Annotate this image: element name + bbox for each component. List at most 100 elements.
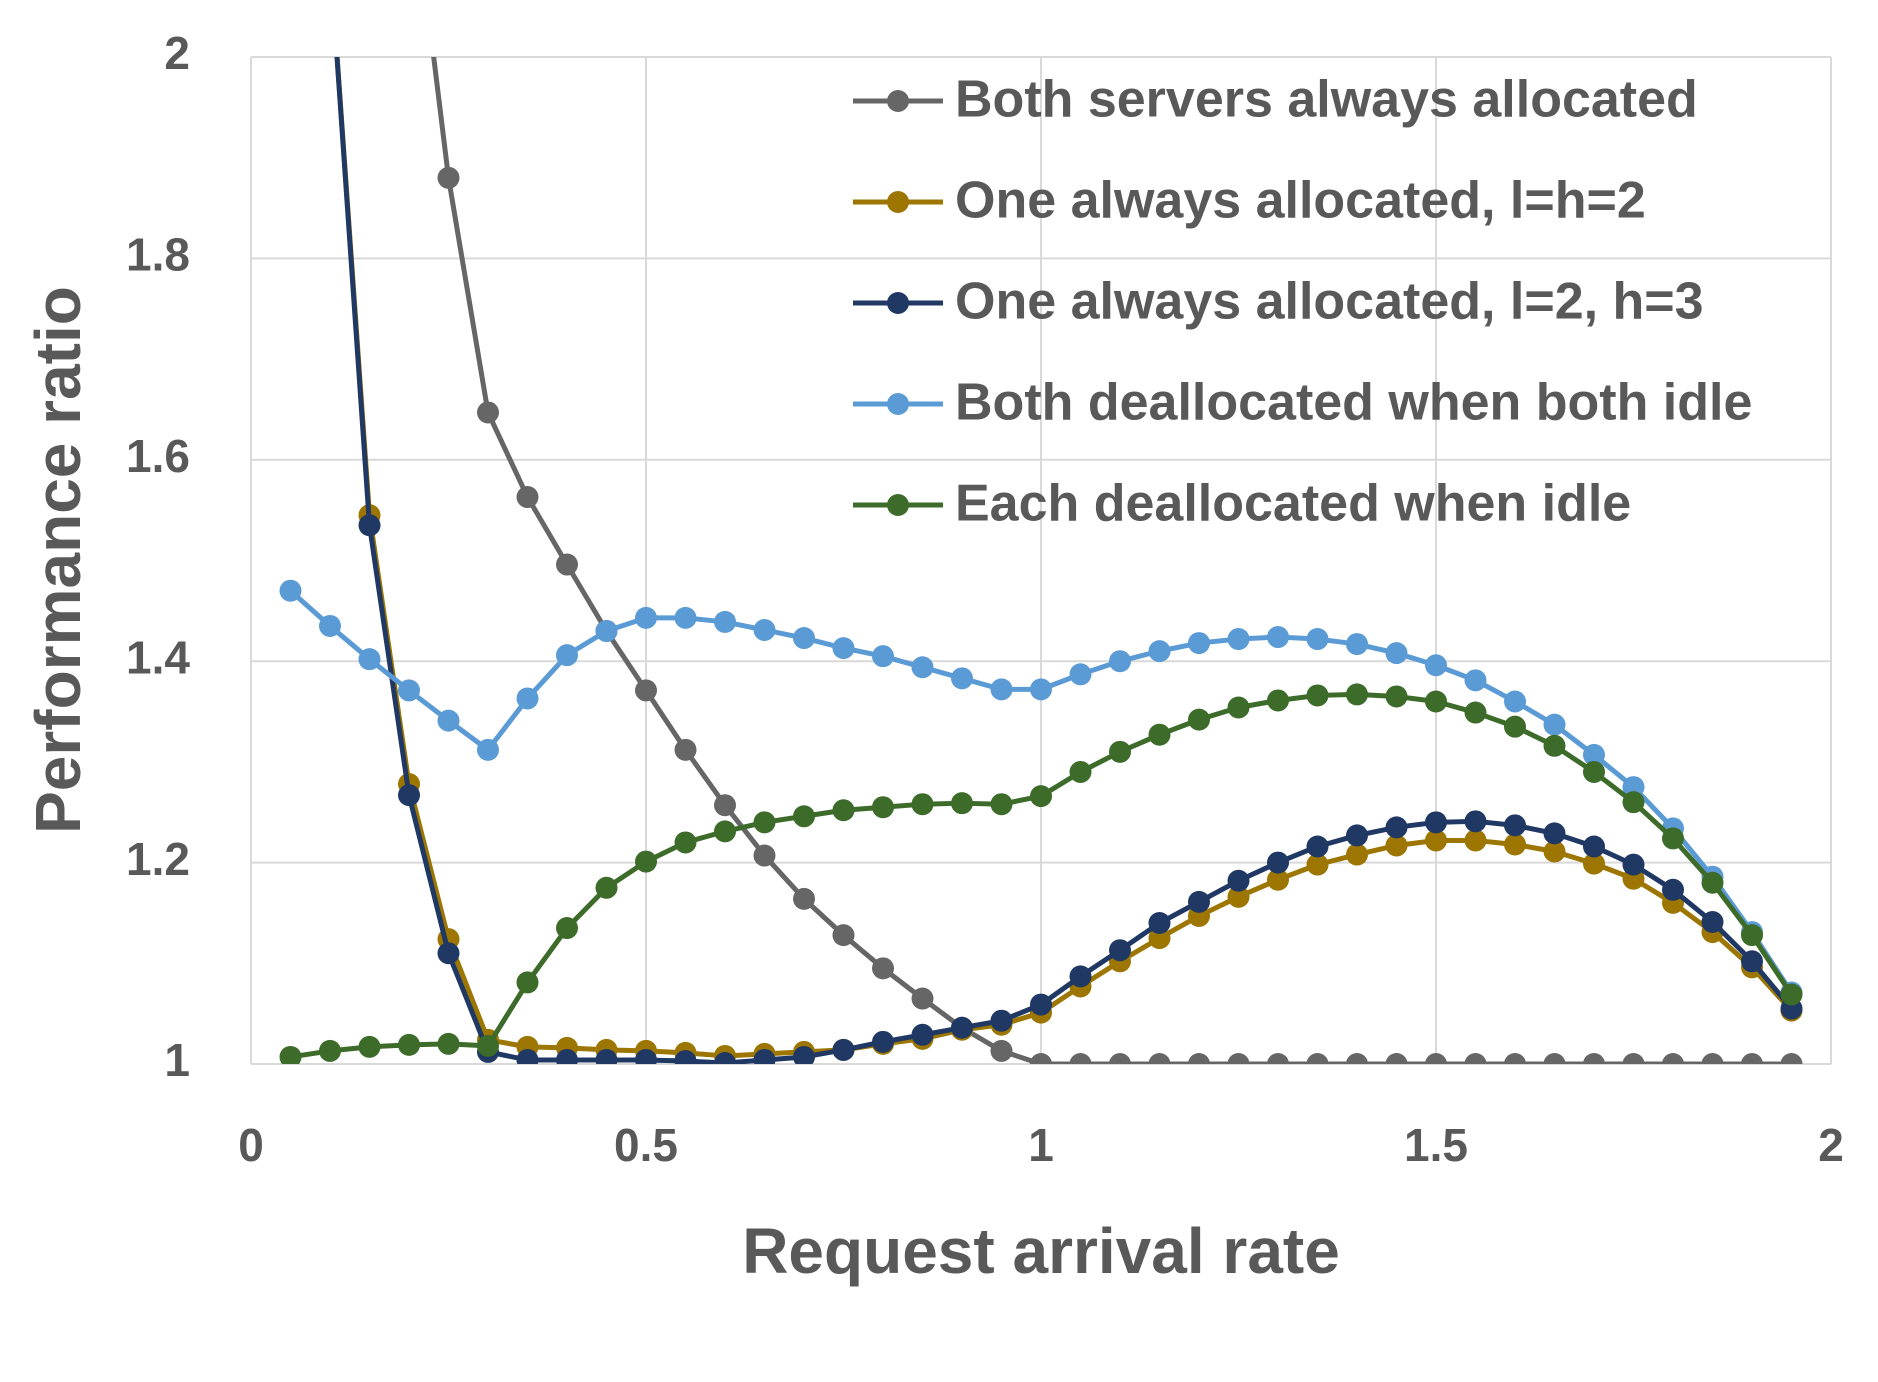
data-point: [1780, 983, 1803, 1006]
data-point: [1267, 851, 1289, 874]
data-point: [1306, 853, 1329, 876]
legend-marker: [887, 90, 909, 112]
data-point: [635, 1048, 657, 1064]
data-point: [477, 738, 499, 761]
data-point: [1504, 833, 1526, 856]
data-point: [1346, 683, 1368, 706]
data-point: [358, 1035, 381, 1058]
data-point: [1069, 760, 1092, 783]
data-point: [556, 553, 578, 576]
legend-label: Both deallocated when both idle: [955, 374, 1752, 432]
data-point: [1662, 1053, 1684, 1064]
legend-label: One always allocated, l=2, h=3: [955, 273, 1704, 331]
data-point: [951, 1016, 973, 1039]
data-point: [1306, 835, 1329, 858]
data-point: [1543, 822, 1566, 845]
data-point: [872, 1030, 894, 1053]
x-tick-label: 1: [1028, 1119, 1054, 1171]
data-point: [1148, 640, 1171, 663]
data-point: [319, 1039, 341, 1062]
data-point: [635, 850, 657, 873]
data-point: [714, 794, 736, 817]
data-point: [951, 792, 973, 815]
data-point: [793, 805, 815, 828]
data-point: [1543, 734, 1566, 757]
data-point: [1148, 1053, 1171, 1064]
data-point: [1346, 1053, 1368, 1064]
data-point: [477, 1034, 499, 1057]
data-point: [793, 887, 815, 910]
data-point: [1069, 663, 1092, 686]
data-point: [556, 917, 578, 940]
data-point: [911, 1023, 934, 1046]
data-point: [1583, 835, 1605, 858]
data-point: [1267, 868, 1289, 891]
plot-area: [279, 57, 1803, 1064]
y-tick-label: 1.8: [126, 229, 190, 281]
data-point: [1741, 924, 1763, 947]
data-point: [674, 738, 697, 761]
data-point: [674, 606, 697, 629]
data-point: [1385, 1053, 1408, 1064]
x-tick-label: 1.5: [1404, 1119, 1468, 1171]
data-point: [753, 811, 776, 834]
data-point: [1030, 993, 1052, 1016]
data-point: [1622, 1053, 1645, 1064]
data-point: [714, 1051, 736, 1064]
data-point: [990, 793, 1013, 816]
data-point: [1583, 852, 1605, 875]
data-point: [1583, 760, 1605, 783]
data-point: [1385, 816, 1408, 839]
data-point: [437, 942, 460, 965]
data-point: [398, 784, 420, 807]
data-point: [1109, 1053, 1131, 1064]
data-point: [279, 579, 302, 602]
data-point: [1188, 708, 1210, 731]
data-point: [1504, 715, 1526, 738]
data-point: [319, 614, 341, 637]
x-tick-label: 2: [1818, 1119, 1844, 1171]
data-point: [1622, 776, 1645, 799]
data-point: [1464, 810, 1487, 833]
y-tick-label: 2: [164, 27, 190, 79]
data-point: [1267, 1053, 1289, 1064]
data-point: [516, 687, 539, 710]
data-point: [1188, 890, 1210, 913]
data-point: [714, 820, 736, 843]
data-point: [1504, 1053, 1526, 1064]
data-point: [1425, 654, 1447, 677]
data-point: [832, 924, 855, 947]
data-point: [1583, 1053, 1605, 1064]
data-point: [1227, 628, 1250, 651]
data-point: [1701, 911, 1724, 934]
legend-marker: [887, 191, 909, 213]
data-point: [1267, 689, 1289, 712]
data-point: [832, 637, 855, 660]
data-point: [1741, 950, 1763, 973]
data-point: [1346, 843, 1368, 866]
data-point: [1346, 824, 1368, 847]
data-point: [1425, 1053, 1447, 1064]
data-point: [1148, 723, 1171, 746]
data-point: [1148, 927, 1171, 950]
data-point: [595, 1048, 618, 1064]
legend-marker: [887, 393, 909, 415]
data-point: [635, 606, 657, 629]
data-point: [872, 645, 894, 668]
data-point: [990, 1039, 1013, 1062]
data-point: [398, 679, 420, 702]
data-point: [279, 1045, 302, 1064]
data-point: [911, 793, 934, 816]
data-point: [1030, 678, 1052, 701]
data-point: [1464, 829, 1487, 852]
data-point: [1385, 642, 1408, 665]
data-point: [951, 667, 973, 690]
data-point: [714, 610, 736, 633]
data-point: [516, 486, 539, 509]
data-point: [793, 627, 815, 650]
x-axis-title: Request arrival rate: [742, 1215, 1340, 1287]
data-point: [1306, 684, 1329, 707]
data-point: [1109, 939, 1131, 962]
data-point: [556, 644, 578, 667]
